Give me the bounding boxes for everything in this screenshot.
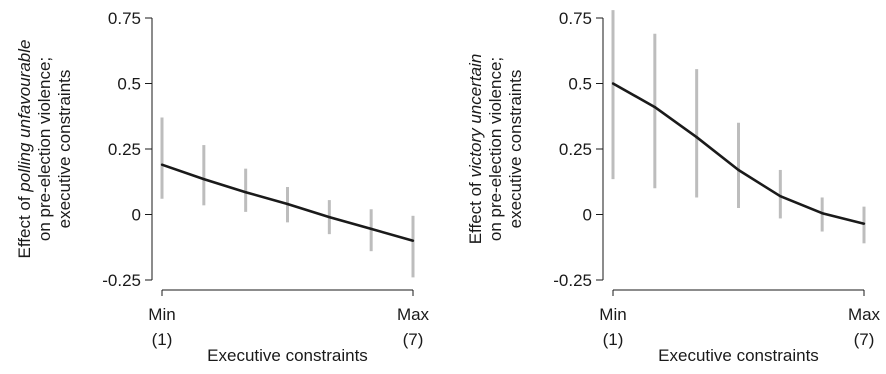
x-tick-label: Min xyxy=(148,305,175,324)
y-tick-label: 0.5 xyxy=(117,75,141,94)
y-axis-title-line-1: Effect of polling unfavourable xyxy=(15,40,34,259)
y-tick-label: 0 xyxy=(132,206,141,225)
y-tick-label: -0.25 xyxy=(553,271,592,290)
chart-panel-1: 0.75 0.5 0.25 0 -0.25 Min (1) Max (7) Executive c… xyxy=(15,9,430,365)
y-tick-label: 0.25 xyxy=(559,140,592,159)
y-axis-title-segment: Effect of xyxy=(15,192,34,259)
effect-point xyxy=(737,168,740,172)
y-tick-label: 0.75 xyxy=(108,9,141,28)
y-axis-title-line-3: executive constraints xyxy=(55,70,74,229)
y-axis-title-segment: victory uncertain xyxy=(466,54,485,178)
effect-point xyxy=(160,163,164,166)
effect-point xyxy=(695,136,698,139)
effect-point xyxy=(411,239,415,242)
y-axis-title-segment: polling unfavourable xyxy=(15,40,34,193)
x-axis-title: Executive constraints xyxy=(658,346,819,365)
effect-point xyxy=(862,222,866,225)
x-tick-label: Max xyxy=(397,305,430,324)
x-tick-sublabel: (1) xyxy=(152,330,173,349)
effect-point xyxy=(244,191,247,194)
y-axis-title-line-1: Effect of victory uncertain xyxy=(466,54,485,245)
chart-panel-2: 0.75 0.5 0.25 0 -0.25 Min (1) Max (7) Executive c… xyxy=(466,9,881,365)
y-tick-label: 0.25 xyxy=(108,140,141,159)
y-tick-label: 0 xyxy=(583,206,592,225)
y-tick-label: -0.25 xyxy=(102,271,141,290)
y-axis-title-line-3: executive constraints xyxy=(506,70,525,229)
effect-point xyxy=(286,202,289,206)
y-axis-title-segment: Effect of xyxy=(466,178,485,245)
effect-point xyxy=(779,194,782,198)
effect-point xyxy=(820,211,824,215)
effect-point xyxy=(611,82,615,85)
x-axis-title: Executive constraints xyxy=(207,346,368,365)
effect-point xyxy=(328,215,331,219)
y-tick-label: 0.75 xyxy=(559,9,592,28)
y-axis-title-line-2: on pre-election violence; xyxy=(35,57,54,241)
x-tick-label: Max xyxy=(848,305,881,324)
x-tick-sublabel: (7) xyxy=(403,330,424,349)
y-axis-title-line-2: on pre-election violence; xyxy=(486,57,505,241)
effect-point xyxy=(369,227,373,231)
x-tick-label: Min xyxy=(599,305,626,324)
x-tick-sublabel: (1) xyxy=(603,330,624,349)
y-tick-label: 0.5 xyxy=(568,75,592,94)
x-tick-sublabel: (7) xyxy=(854,330,875,349)
effect-point xyxy=(202,177,206,181)
effect-point xyxy=(653,105,657,109)
effect-line xyxy=(161,163,414,242)
